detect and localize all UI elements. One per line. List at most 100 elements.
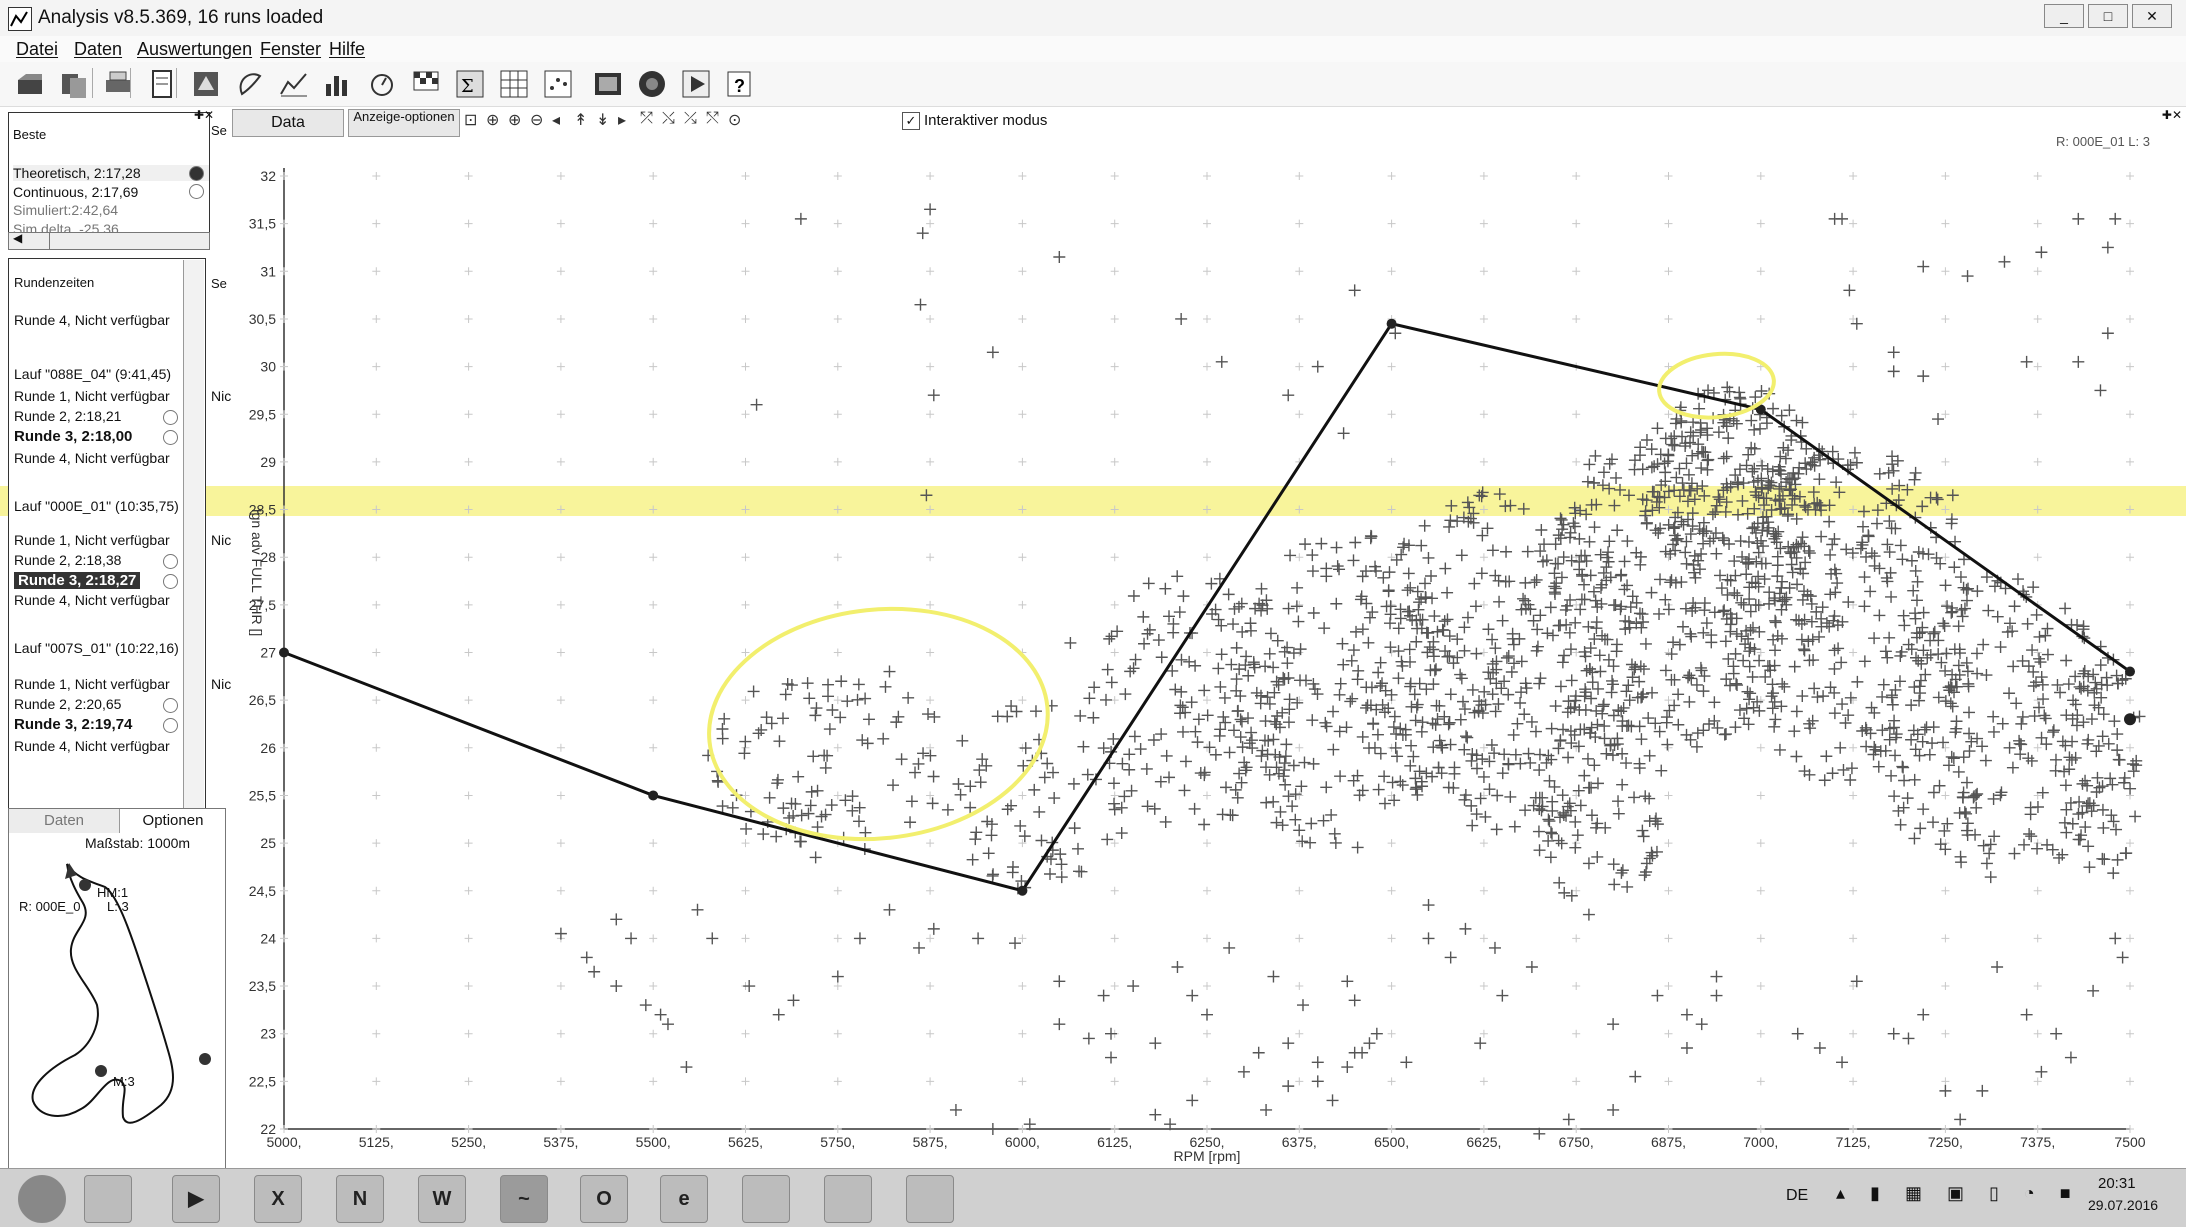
pan-left-icon[interactable]: ◂ xyxy=(552,112,561,129)
best-radio-2[interactable] xyxy=(189,184,204,199)
lap-row[interactable]: Runde 3, 2:18,00 xyxy=(14,428,133,445)
map-line-node[interactable] xyxy=(1017,885,1028,896)
outlook-icon[interactable]: O xyxy=(580,1175,628,1223)
menu-fenster[interactable]: Fenster xyxy=(260,39,322,59)
lap-row[interactable]: Runde 1, Nicht verfügbar xyxy=(14,532,170,548)
clock-date[interactable]: 29.07.2016 xyxy=(2088,1197,2159,1213)
map-line-node[interactable] xyxy=(1755,404,1766,415)
run-header[interactable]: Lauf "007S_01" (10:22,16) xyxy=(14,640,179,656)
lap-radio[interactable] xyxy=(163,410,178,425)
report-icon[interactable] xyxy=(144,66,180,100)
lap-row[interactable]: Runde 3, 2:19,74 xyxy=(14,716,133,733)
lap-row[interactable]: Runde 4, Nicht verfügbar xyxy=(14,312,170,328)
remote-icon[interactable] xyxy=(742,1175,790,1223)
notes-icon[interactable] xyxy=(906,1175,954,1223)
gauge-icon[interactable] xyxy=(634,66,670,100)
best-row-continuous[interactable]: Continuous, 2:17,69 xyxy=(13,184,139,200)
lap-row[interactable]: Runde 4, Nicht verfügbar xyxy=(14,738,170,754)
lap-row[interactable]: Runde 2, 2:18,38 xyxy=(14,552,122,568)
map-line-node[interactable] xyxy=(279,647,289,658)
menu-daten[interactable]: Daten xyxy=(74,39,123,59)
analysis-app-icon[interactable]: ~ xyxy=(500,1175,548,1223)
map-line-node[interactable] xyxy=(2124,713,2136,726)
maximize-button[interactable]: □ xyxy=(2088,4,2128,28)
map-tab-data[interactable]: Daten xyxy=(9,809,120,833)
clock-time[interactable]: 20:31 xyxy=(2098,1175,2136,1192)
chart-close-icon[interactable]: ✚✕ xyxy=(2161,108,2182,122)
cursor-x-icon[interactable]: ⤱ xyxy=(640,110,653,127)
map-line-node[interactable] xyxy=(1386,318,1397,329)
lap-row[interactable]: Runde 4, Nicht verfügbar xyxy=(14,592,170,608)
tool-icon[interactable] xyxy=(824,1175,872,1223)
math-icon[interactable]: Σ xyxy=(452,66,488,100)
lap-radio[interactable] xyxy=(163,430,178,445)
lap-row[interactable]: Runde 1, Nicht verfügbar xyxy=(14,676,170,692)
scatter-chart[interactable]: 5000, 5125, 5250, 5375, 5500, 5625, 5750, 5875,… xyxy=(228,136,2186,1168)
stopwatch-icon[interactable] xyxy=(364,66,400,100)
play-icon[interactable] xyxy=(678,66,714,100)
lap-radio[interactable] xyxy=(163,574,178,589)
run-header[interactable]: Lauf "088E_04" (9:41,45) xyxy=(14,366,172,382)
menu-hilfe[interactable]: Hilfe xyxy=(329,39,366,59)
language-indicator[interactable]: DE xyxy=(1786,1187,1809,1204)
map-line-node[interactable] xyxy=(648,790,659,801)
best-scrollbar[interactable]: ◀ xyxy=(8,231,210,250)
histogram-icon[interactable] xyxy=(320,66,356,100)
lap-radio[interactable] xyxy=(163,718,178,733)
best-radio-1[interactable] xyxy=(189,166,204,181)
cursor-y-icon[interactable]: ⤯ xyxy=(662,110,675,127)
map-line-node[interactable] xyxy=(2125,666,2135,677)
interactive-checkbox[interactable]: ✓ xyxy=(902,112,920,130)
close-button[interactable]: ✕ xyxy=(2132,4,2172,28)
pan-right-icon[interactable]: ▸ xyxy=(618,112,627,129)
print-icon[interactable] xyxy=(100,66,136,100)
map-line[interactable] xyxy=(283,322,2131,893)
start-icon[interactable] xyxy=(18,1175,66,1223)
media-player-icon[interactable]: ▶ xyxy=(172,1175,220,1223)
excel-icon[interactable]: X xyxy=(254,1175,302,1223)
tab-display-options[interactable]: Anzeige-optionen xyxy=(348,109,460,137)
open-runs-icon[interactable] xyxy=(56,66,92,100)
zoom-box-icon[interactable]: ⊡ xyxy=(464,112,478,129)
pan-up-icon[interactable]: ↟ xyxy=(574,112,588,129)
onenote-icon[interactable]: N xyxy=(336,1175,384,1223)
pan-down-icon[interactable]: ↡ xyxy=(596,112,610,129)
lap-row[interactable]: Runde 4, Nicht verfügbar xyxy=(14,450,170,466)
zoom-in-icon[interactable]: ⊕ xyxy=(508,112,522,129)
window-titlebar[interactable]: Analysis v8.5.369, 16 runs loaded _ □ ✕ xyxy=(0,0,2186,37)
internet-explorer-icon[interactable]: e xyxy=(660,1175,708,1223)
race-flag-icon[interactable] xyxy=(408,66,444,100)
export-icon[interactable] xyxy=(188,66,224,100)
zoom-reset-icon[interactable]: ⊙ xyxy=(728,112,742,129)
word-icon[interactable]: W xyxy=(418,1175,466,1223)
lap-radio[interactable] xyxy=(163,554,178,569)
tray-icons[interactable]: ▴ ▮ ▦ ▣ ▯ ◔ ■ xyxy=(1836,1183,2081,1203)
lap-row[interactable]: Runde 1, Nicht verfügbar xyxy=(14,388,170,404)
zoom-out-icon[interactable]: ⊖ xyxy=(530,112,544,129)
open-icon[interactable] xyxy=(12,66,48,100)
tab-data[interactable]: Data xyxy=(232,109,344,137)
laps-scrollbar[interactable] xyxy=(183,260,204,876)
table-icon[interactable] xyxy=(496,66,532,100)
panel-close-icon[interactable]: ✚✕ xyxy=(194,108,215,122)
lap-row[interactable]: Runde 2, 2:18,21 xyxy=(14,408,122,424)
cursor-free-icon[interactable]: ⤲ xyxy=(706,110,719,127)
track-map[interactable] xyxy=(9,809,225,1169)
zoom-rect-icon[interactable]: ⊕ xyxy=(486,112,500,129)
menu-auswertungen[interactable]: Auswertungen xyxy=(137,39,253,59)
track-icon[interactable] xyxy=(232,66,268,100)
lap-row[interactable]: Runde 3, 2:18,27 xyxy=(14,572,141,589)
menu-datei[interactable]: Datei xyxy=(16,39,59,59)
cursor-xy-icon[interactable]: ⤰ xyxy=(684,110,697,127)
scatter-icon[interactable] xyxy=(540,66,576,100)
video-icon[interactable] xyxy=(590,66,626,100)
lap-row[interactable]: Runde 2, 2:20,65 xyxy=(14,696,122,712)
help-icon[interactable]: ? xyxy=(722,66,758,100)
map-tab-options[interactable]: Optionen xyxy=(142,812,204,829)
file-explorer-icon[interactable] xyxy=(84,1175,132,1223)
lap-radio[interactable] xyxy=(163,698,178,713)
chart-svg[interactable]: 5000, 5125, 5250, 5375, 5500, 5625, 5750, 5875,… xyxy=(228,136,2186,1168)
xy-plot-icon[interactable] xyxy=(276,66,312,100)
run-header[interactable]: Lauf "000E_01" (10:35,75) xyxy=(14,498,179,514)
scroll-left-icon[interactable]: ◀ xyxy=(13,231,23,245)
